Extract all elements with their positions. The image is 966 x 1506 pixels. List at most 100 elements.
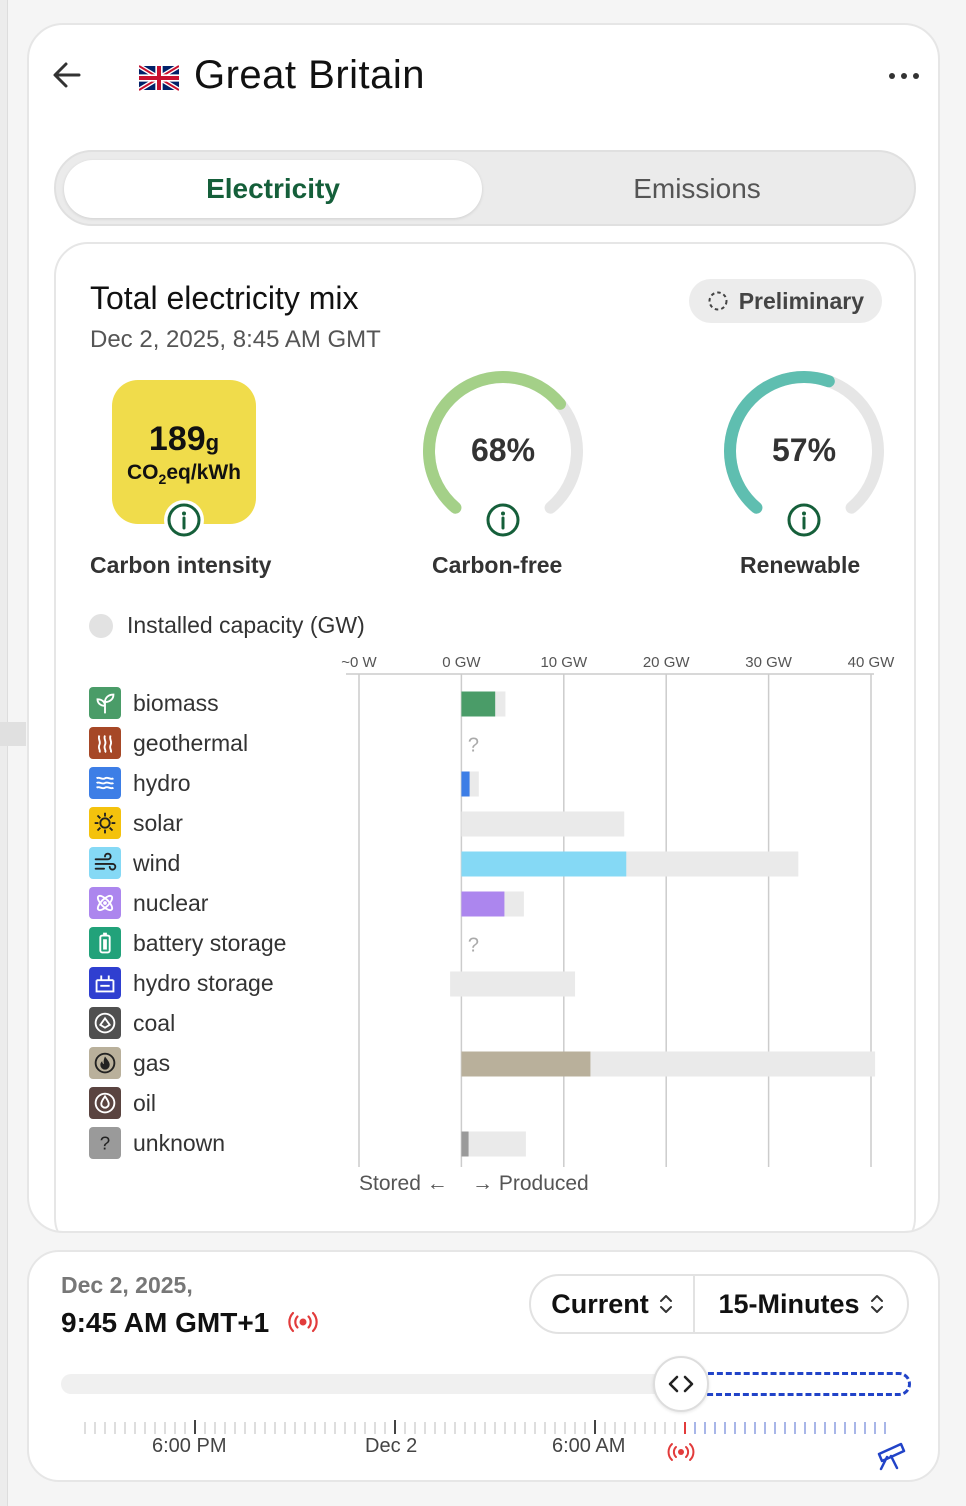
arrow-left-icon — [53, 62, 81, 88]
legend-label: unknown — [133, 1129, 226, 1156]
legend-item-battery-storage[interactable]: battery storage — [89, 926, 286, 960]
stored-axis-label: Stored ← — [359, 1172, 448, 1195]
legend-item-unknown[interactable]: ? unknown — [89, 1126, 225, 1160]
mode-tabs: Electricity Emissions — [54, 150, 916, 226]
oil-drop-icon — [89, 1087, 121, 1119]
legend-label: coal — [133, 1009, 176, 1036]
renewable-info-button[interactable] — [784, 500, 824, 540]
more-dots-icon — [889, 73, 919, 79]
renewable-value: 57% — [771, 432, 837, 468]
x-tick-label: ~0 W — [341, 654, 377, 671]
legend-item-gas[interactable]: gas — [89, 1046, 170, 1080]
production-bar — [461, 851, 627, 877]
legend-label: gas — [133, 1049, 171, 1076]
carbon-intensity-unit: CO2eq/kWh — [127, 461, 241, 488]
production-bar — [461, 691, 496, 717]
legend-item-hydro-storage[interactable]: hydro storage — [89, 966, 274, 1000]
time-resolution-label: 15-Minutes — [718, 1288, 860, 1319]
hydro-storage-icon — [89, 967, 121, 999]
carbon-intensity-value: 189g — [148, 420, 220, 458]
flame-icon — [89, 1047, 121, 1079]
legend-label: biomass — [133, 689, 219, 716]
tick-label-6am: 6:00 AM — [552, 1435, 626, 1457]
wind-icon — [89, 847, 121, 879]
capacity-bar — [450, 971, 576, 997]
time-mode-select[interactable]: Current — [531, 1276, 693, 1332]
x-tick-label: 30 GW — [745, 654, 793, 671]
time-mode-label: Current — [551, 1288, 649, 1319]
production-chart: ~0 W 0 GW 10 GW 20 GW 30 GW 40 GW?? — [341, 654, 896, 1167]
legend-item-nuclear[interactable]: nuclear — [89, 886, 208, 920]
telescope-icon[interactable] — [877, 1442, 906, 1471]
code-arrows-icon — [668, 1375, 694, 1393]
live-broadcast-icon — [288, 1311, 318, 1333]
atom-icon — [89, 887, 121, 919]
mix-datetime: Dec 2, 2025, 8:45 AM GMT — [90, 326, 381, 353]
carbon-free-label: Carbon-free — [432, 552, 563, 578]
tab-electricity[interactable]: Electricity — [64, 160, 482, 218]
side-panel-edge — [0, 0, 8, 1506]
legend-label: hydro — [133, 769, 191, 796]
uk-flag-icon — [137, 63, 181, 93]
carbon-free-info-button[interactable] — [483, 500, 523, 540]
sprout-icon — [89, 687, 121, 719]
toggle-indicator[interactable] — [89, 613, 113, 638]
selected-time: 9:45 AM GMT+1 — [61, 1307, 270, 1338]
legend-item-wind[interactable]: wind — [89, 846, 180, 880]
legend-item-oil[interactable]: oil — [89, 1086, 156, 1120]
x-tick-label: 10 GW — [540, 654, 588, 671]
more-options-button[interactable] — [886, 63, 922, 89]
legend-item-hydro[interactable]: hydro — [89, 766, 191, 800]
timeline-ticks — [84, 1420, 906, 1471]
time-controller: Dec 2, 2025, 9:45 AM GMT+1 Current 15-Mi… — [27, 1250, 940, 1482]
time-resolution-select[interactable]: 15-Minutes — [695, 1276, 907, 1332]
produced-axis-label: → Produced — [472, 1172, 589, 1195]
legend-item-solar[interactable]: solar — [89, 806, 183, 840]
panel-collapse-handle[interactable] — [0, 722, 26, 746]
coal-icon — [89, 1007, 121, 1039]
tab-emissions[interactable]: Emissions — [633, 173, 761, 204]
info-icon — [486, 503, 520, 537]
legend-label: battery storage — [133, 929, 287, 956]
forecast-range — [699, 1372, 911, 1396]
carbon-intensity-info-button[interactable] — [164, 500, 204, 540]
unknown-marker: ? — [468, 735, 479, 757]
renewable-gauge — [724, 371, 884, 514]
renewable-label: Renewable — [740, 552, 861, 578]
unknown-marker: ? — [468, 935, 479, 957]
back-button[interactable] — [49, 57, 85, 93]
selector-divider — [693, 1276, 695, 1332]
legend-item-geothermal[interactable]: geothermal — [89, 726, 248, 760]
legend-item-biomass[interactable]: biomass — [89, 686, 219, 720]
chevron-updown-icon — [659, 1295, 672, 1313]
production-bar — [461, 891, 505, 917]
time-slider-thumb[interactable] — [653, 1356, 709, 1412]
geothermal-icon — [89, 727, 121, 759]
chevron-updown-icon — [870, 1295, 883, 1313]
x-tick-label: 40 GW — [848, 654, 896, 671]
time-slider-track[interactable] — [61, 1374, 681, 1394]
legend-label: geothermal — [133, 729, 249, 756]
x-tick-label: 20 GW — [643, 654, 691, 671]
sun-icon — [89, 807, 121, 839]
production-bar — [461, 771, 470, 797]
tick-label-dec2: Dec 2 — [365, 1435, 418, 1457]
info-icon — [787, 503, 821, 537]
live-broadcast-icon — [667, 1443, 695, 1461]
page-title: Great Britain — [194, 53, 426, 97]
status-badge-label: Preliminary — [738, 287, 864, 314]
legend-label: hydro storage — [133, 969, 274, 996]
capacity-bar — [461, 811, 625, 837]
legend-label: oil — [133, 1089, 157, 1116]
capacity-bar — [461, 1131, 526, 1157]
status-badge[interactable]: Preliminary — [688, 279, 882, 323]
legend-label: wind — [133, 849, 181, 876]
water-waves-icon — [89, 767, 121, 799]
zone-details-panel: Great Britain Electricity Emissions Tota… — [27, 23, 940, 1233]
installed-capacity-label: Installed capacity (GW) — [127, 612, 365, 638]
time-range-selector: Current 15-Minutes — [529, 1274, 909, 1334]
legend-item-coal[interactable]: coal — [89, 1006, 175, 1040]
dashed-circle-icon — [708, 291, 728, 311]
installed-capacity-toggle[interactable]: Installed capacity (GW) — [89, 612, 365, 639]
legend-label: nuclear — [133, 889, 209, 916]
